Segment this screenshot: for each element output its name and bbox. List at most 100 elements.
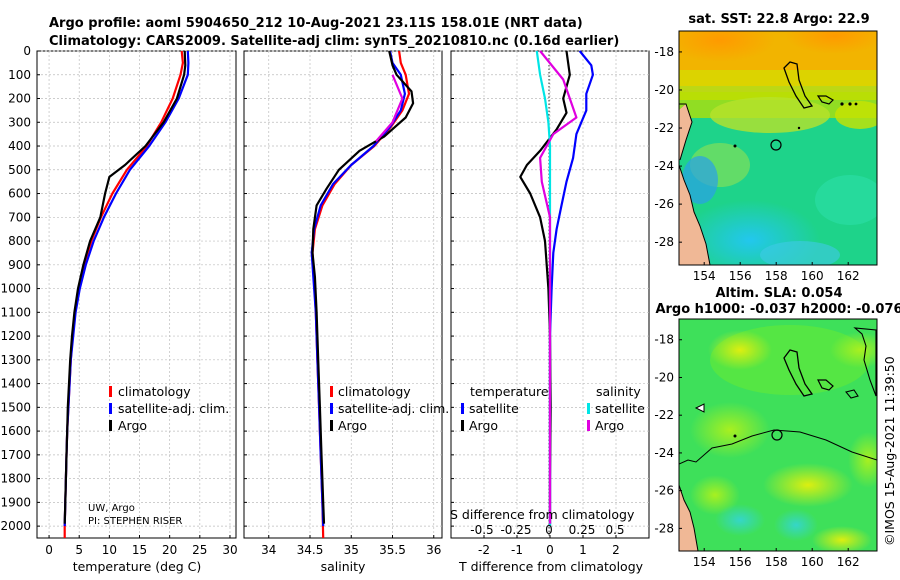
lat-tick-label: -18: [654, 45, 674, 59]
depth-tick-label: 1100: [0, 305, 31, 319]
depth-tick-label: 200: [8, 92, 31, 106]
depth-tick-label: 500: [8, 163, 31, 177]
sla-map-title: Altim. SLA: 0.054: [716, 286, 843, 301]
series-line-s-argo: [538, 50, 578, 524]
legend-s-satellite-label: satellite: [595, 401, 645, 416]
lon-tick-label: 160: [801, 269, 824, 283]
temperature-tick-labels: 0 5 10 15 20 25 30: [45, 543, 237, 557]
x-tick-label: 20: [162, 543, 177, 557]
lon-tick-label: 156: [729, 269, 752, 283]
lat-tick-label: -24: [654, 446, 674, 460]
legend-argo-swatch: [330, 420, 333, 431]
sla-map-ticks: 154 156 158 160 162 -18 -20 -22 -24 -26 -28: [654, 333, 859, 569]
legend-satellite-swatch: [109, 403, 112, 414]
x-tick-label: 25: [192, 543, 207, 557]
lat-tick-label: -20: [654, 83, 674, 97]
sst-map-frame: [678, 30, 878, 266]
legend-s-argo-swatch: [587, 420, 590, 431]
legend-argo-label: Argo: [338, 418, 367, 433]
depth-tick-label: 1300: [0, 353, 31, 367]
depth-tick-label: 300: [8, 115, 31, 129]
legend-climatology-swatch: [330, 386, 333, 397]
lon-tick-label: 154: [693, 555, 716, 569]
legend-title-salinity: salinity: [596, 384, 641, 399]
x-tick-label: 10: [102, 543, 117, 557]
legend-argo-label: Argo: [118, 418, 147, 433]
depth-tick-label: 0: [23, 44, 31, 58]
x-tick-label: 35: [344, 543, 359, 557]
depth-tick-label: 1500: [0, 400, 31, 414]
argo-position-marker: [770, 139, 782, 151]
credit-institution: UW, Argo: [88, 503, 135, 514]
legend-t-argo-label: Argo: [469, 418, 498, 433]
temperature-axes-frame: [36, 50, 237, 539]
difference-panel: -2 -1 0 1 2 T difference from climatology S …: [450, 50, 650, 574]
difference-legend: temperature salinity satellite Argo sate…: [461, 384, 645, 433]
salinity-axes-frame: [243, 50, 443, 539]
x-tick-label: -2: [478, 543, 490, 557]
depth-tick-label: 1900: [0, 495, 31, 509]
x-tick-label: 34.5: [297, 543, 324, 557]
imos-watermark: ©IMOS 15-Aug-2021 11:39:50: [882, 356, 897, 546]
x-tick-label: 1: [579, 543, 587, 557]
temperature-panel: 0100200300400500600700800900100011001200…: [0, 44, 237, 574]
lat-tick-label: -18: [654, 333, 674, 347]
x-tick-label: 30: [222, 543, 237, 557]
legend-satellite-label: satellite-adj. clim.: [118, 401, 229, 416]
salinity-lines: [310, 50, 415, 539]
sst-map-image: [679, 31, 877, 265]
series-line-argo: [311, 50, 415, 524]
lat-tick-label: -20: [654, 370, 674, 384]
series-line-argo: [63, 50, 187, 524]
legend-argo-swatch: [109, 420, 112, 431]
depth-tick-label: 1000: [0, 282, 31, 296]
lon-tick-label: 160: [801, 555, 824, 569]
depth-tick-label: 700: [8, 210, 31, 224]
legend-t-argo-swatch: [461, 420, 464, 431]
depth-tick-label: 100: [8, 68, 31, 82]
legend-satellite-label: satellite-adj. clim.: [338, 401, 449, 416]
s-tick-label: 0.25: [569, 523, 596, 537]
s-difference-tick-labels: -0.5 -0.25 0 0.25 0.5: [470, 523, 624, 537]
x-tick-label: -1: [511, 543, 523, 557]
depth-tick-label: 900: [8, 258, 31, 272]
lat-tick-label: -28: [654, 521, 674, 535]
depth-tick-label: 1800: [0, 472, 31, 486]
legend-climatology-swatch: [109, 386, 112, 397]
x-tick-label: 5: [75, 543, 83, 557]
depth-tick-label: 800: [8, 234, 31, 248]
s-tick-label: 0.5: [605, 523, 624, 537]
sla-map-image: [679, 319, 877, 551]
x-tick-label: 2: [612, 543, 620, 557]
salinity-xlabel: salinity: [321, 559, 366, 574]
lat-tick-label: -22: [654, 121, 674, 135]
x-tick-label: 0: [546, 543, 554, 557]
difference-tick-labels: -2 -1 0 1 2: [478, 543, 620, 557]
legend-climatology-label: climatology: [338, 384, 411, 399]
temperature-lines: [63, 50, 190, 538]
sst-map-title: sat. SST: 22.8 Argo: 22.9: [688, 12, 869, 27]
lat-tick-label: -22: [654, 408, 674, 422]
depth-tick-label: 2000: [0, 519, 31, 533]
lat-tick-label: -28: [654, 235, 674, 249]
series-line-satellite-adj-s-argo-depth-: [375, 74, 404, 143]
depth-tick-label: 1400: [0, 377, 31, 391]
temperature-xlabel: temperature (deg C): [73, 559, 202, 574]
lon-tick-label: 154: [693, 269, 716, 283]
salinity-grid: [244, 50, 442, 538]
lon-tick-label: 158: [765, 269, 788, 283]
s-tick-label: -0.5: [470, 523, 493, 537]
x-tick-label: 35.5: [379, 543, 406, 557]
x-tick-label: 0: [45, 543, 53, 557]
argo-position-marker: [771, 429, 783, 441]
salinity-tick-labels: 34 34.5 35 35.5 36: [261, 543, 441, 557]
s-difference-label: S difference from climatology: [450, 507, 635, 522]
legend-climatology-label: climatology: [118, 384, 191, 399]
legend-satellite-swatch: [330, 403, 333, 414]
depth-tick-label: 400: [8, 139, 31, 153]
legend-t-satellite-swatch: [461, 403, 464, 414]
sst-map-panel: sat. SST: 22.8 Argo: 22.9: [654, 12, 878, 283]
title-line-1: Argo profile: aoml 5904650_212 10-Aug-20…: [49, 16, 583, 31]
lon-tick-label: 156: [729, 555, 752, 569]
